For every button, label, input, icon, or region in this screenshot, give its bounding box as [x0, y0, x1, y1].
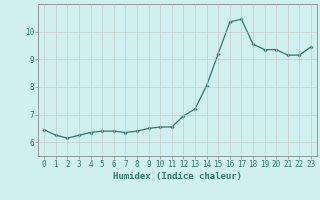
X-axis label: Humidex (Indice chaleur): Humidex (Indice chaleur)	[113, 172, 242, 181]
